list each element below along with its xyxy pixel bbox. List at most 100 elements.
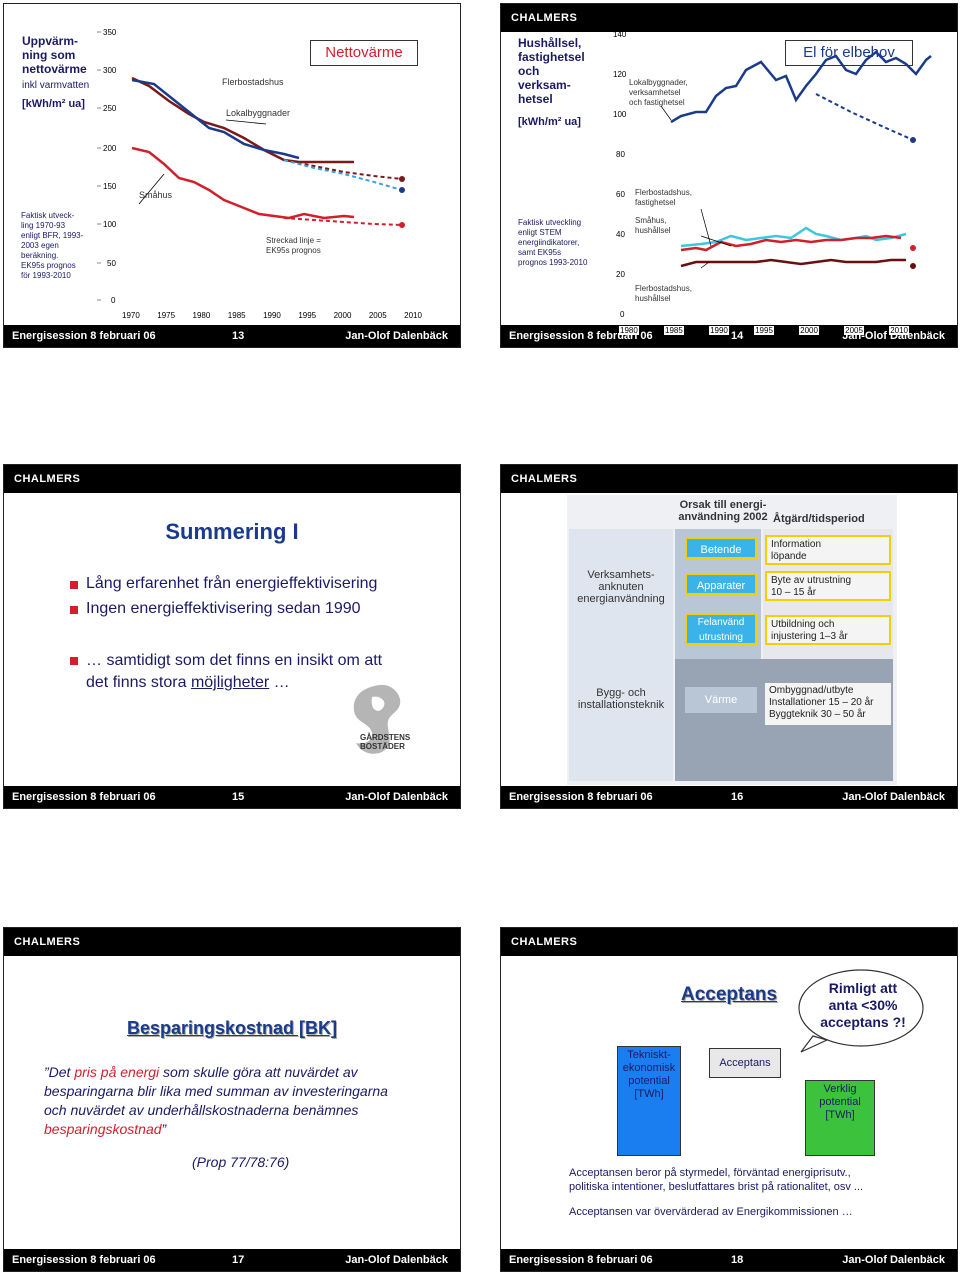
marker-smahus-hushallsel [910,245,916,251]
bullet-marker [70,606,78,614]
x-tick: 1995 [754,326,774,335]
label-smahus-hushallsel: Småhus, hushållsel [635,216,671,235]
box-information: Information löpande [765,535,891,565]
x-tick: 1995 [298,311,317,320]
label-bygg: Bygg- och installationsteknik [577,687,665,711]
x-tick: 1970 [122,311,140,320]
footer-event: Energisession 8 februari 06 [12,330,156,342]
label-verksamhet: Verksamhets- anknuten energianvändning [577,569,665,605]
box-byte: Byte av utrustning 10 – 15 år [765,571,891,601]
forecast-lokalbyggnader [283,159,403,191]
slide18-text1: Acceptansen beror på styrmedel, förvänta… [569,1167,864,1193]
box-betende: Betende [685,537,757,559]
y-tick: 50 [107,259,116,268]
series-smahus [131,146,355,220]
gardstens-text: GÅRDSTENS BOSTÄDER [360,733,411,751]
slide14-title: Hushållsel, fastighetsel och verksam- he… [518,36,585,106]
series-smahus-hushallsel [680,234,902,252]
slide-footer: Energisession 8 februari 06 14 Jan-Olof … [501,325,957,347]
x-tick: 1975 [157,311,176,320]
box-ombyggnad: Ombyggnad/utbyte Installationer 15 – 20 … [765,683,891,725]
chalmers-logo: CHALMERS [511,473,578,485]
y-tick: 40 [616,230,625,239]
header-action: Åtgärd/tidsperiod [773,513,865,525]
x-tick: 2005 [844,326,864,335]
slide-footer: Energisession 8 februari 06 13 Jan-Olof … [4,325,460,347]
forecast-lokal-el [815,93,914,141]
x-tick: 2010 [889,326,909,335]
slide-15: CHALMERS Summering I Lång erfarenhet frå… [3,464,461,809]
x-tick: 2000 [799,326,819,335]
chalmers-logo: CHALMERS [14,473,81,485]
x-tick: 1980 [192,311,211,320]
marker-lokal-el [910,137,916,143]
slide13-subtitle: inkl varmvatten [22,80,90,91]
y-tick: 120 [613,70,627,79]
x-tick: 1985 [227,311,246,320]
marker-flerbostadshus [399,176,405,182]
slide-header-bar: CHALMERS [4,928,460,956]
footer-page: 13 [232,330,245,342]
y-tick: 200 [103,144,117,153]
x-tick: 2005 [368,311,387,320]
y-tick: 150 [103,182,117,191]
slide-footer: Energisession 8 februari 06 16 Jan-Olof … [501,786,957,808]
gardstens-logo: GÅRDSTENS BOSTÄDER [342,683,432,763]
bullet-2: Ingen energieffektivisering sedan 1990 [86,600,361,617]
label-smahus: Småhus [139,190,173,200]
slide-footer: Energisession 8 februari 06 18 Jan-Olof … [501,1249,957,1271]
x-tick: 2010 [404,311,422,320]
box-felanvand: Felanvänd utrustning [685,613,757,645]
slide-17: CHALMERS Besparingskostnad [BK] ”Det pri… [3,927,461,1272]
label-lokalbyggnader: Lokalbyggnader [226,108,291,118]
quote-line-2: besparingarna blir lika med summan av in… [44,1083,388,1099]
box-acceptans: Acceptans [709,1048,781,1078]
mojligheter-link[interactable]: möjligheter [190,674,270,691]
header-cause: Orsak till energi- användning 2002 [678,499,768,523]
series-lokalbyggnader [131,78,300,160]
y-tick: 350 [103,28,117,37]
slide14-box-title: El för elbehov [785,40,913,66]
forecast-smahus [283,217,403,226]
slide-header-bar: CHALMERS [501,928,957,956]
bullet-marker [70,657,78,665]
box-verklig-potential: Verklig potential [TWh] [805,1080,875,1156]
slide17-title: Besparingskostnad [BK] [126,1018,338,1038]
box-varme: Värme [685,687,757,713]
label-streckad: Streckad linje = EK95s prognos [266,236,321,255]
slide14-x-axis: 1980 1985 1990 1995 2000 2005 2010 [619,326,909,335]
slide13-title: Uppvärm- ning som nettovärme [22,34,87,76]
footer-author: Jan-Olof Dalenbäck [345,791,448,803]
box-tekniskt-potential: Tekniskt- ekonomisk potential [TWh] [617,1046,681,1156]
bullet-3-line2: det finns stora möjligheter … [86,674,290,691]
footer-event: Energisession 8 februari 06 [12,791,156,803]
bullet-3-line1: … samtidigt som det finns en insikt om a… [86,652,383,669]
footer-author: Jan-Olof Dalenbäck [842,330,945,342]
slide13-chart [97,31,405,301]
footer-event: Energisession 8 februari 06 [12,1254,156,1266]
slide-footer: Energisession 8 februari 06 15 Jan-Olof … [4,786,460,808]
y-tick: 80 [616,150,625,159]
slide14-left-note: Faktisk utveckling enligt STEM energiind… [518,218,588,267]
slide13-unit: [kWh/m² ua] [22,98,85,110]
slide13-x-axis: 1970 1975 1980 1985 1990 1995 2000 2005 … [122,311,422,320]
footer-author: Jan-Olof Dalenbäck [842,1254,945,1266]
footer-author: Jan-Olof Dalenbäck [345,1254,448,1266]
slide14-chart [660,50,932,269]
series-fler-hushallsel [680,258,906,268]
chalmers-logo: CHALMERS [511,936,578,948]
marker-fler-hushallsel [910,263,916,269]
slide14-unit: [kWh/m² ua] [518,116,581,128]
y-tick: 100 [613,110,627,119]
slide13-left-note: Faktisk utveck- ling 1970-93 enligt BFR,… [21,211,84,280]
footer-page: 14 [731,330,744,342]
quote-line-1: ”Det pris på energi som skulle göra att … [44,1064,358,1080]
slide-18: CHALMERS Acceptans Rimligt att anta <30%… [500,927,958,1272]
slide-14: CHALMERS Hushållsel, fastighetsel och ve… [500,3,958,348]
x-tick: 2000 [333,311,352,320]
marker-lokalbyggnader [399,187,405,193]
y-tick: 20 [616,270,625,279]
slide13-box-title: Nettovärme [310,40,418,66]
bullet-marker [70,581,78,589]
footer-page: 15 [232,791,245,803]
